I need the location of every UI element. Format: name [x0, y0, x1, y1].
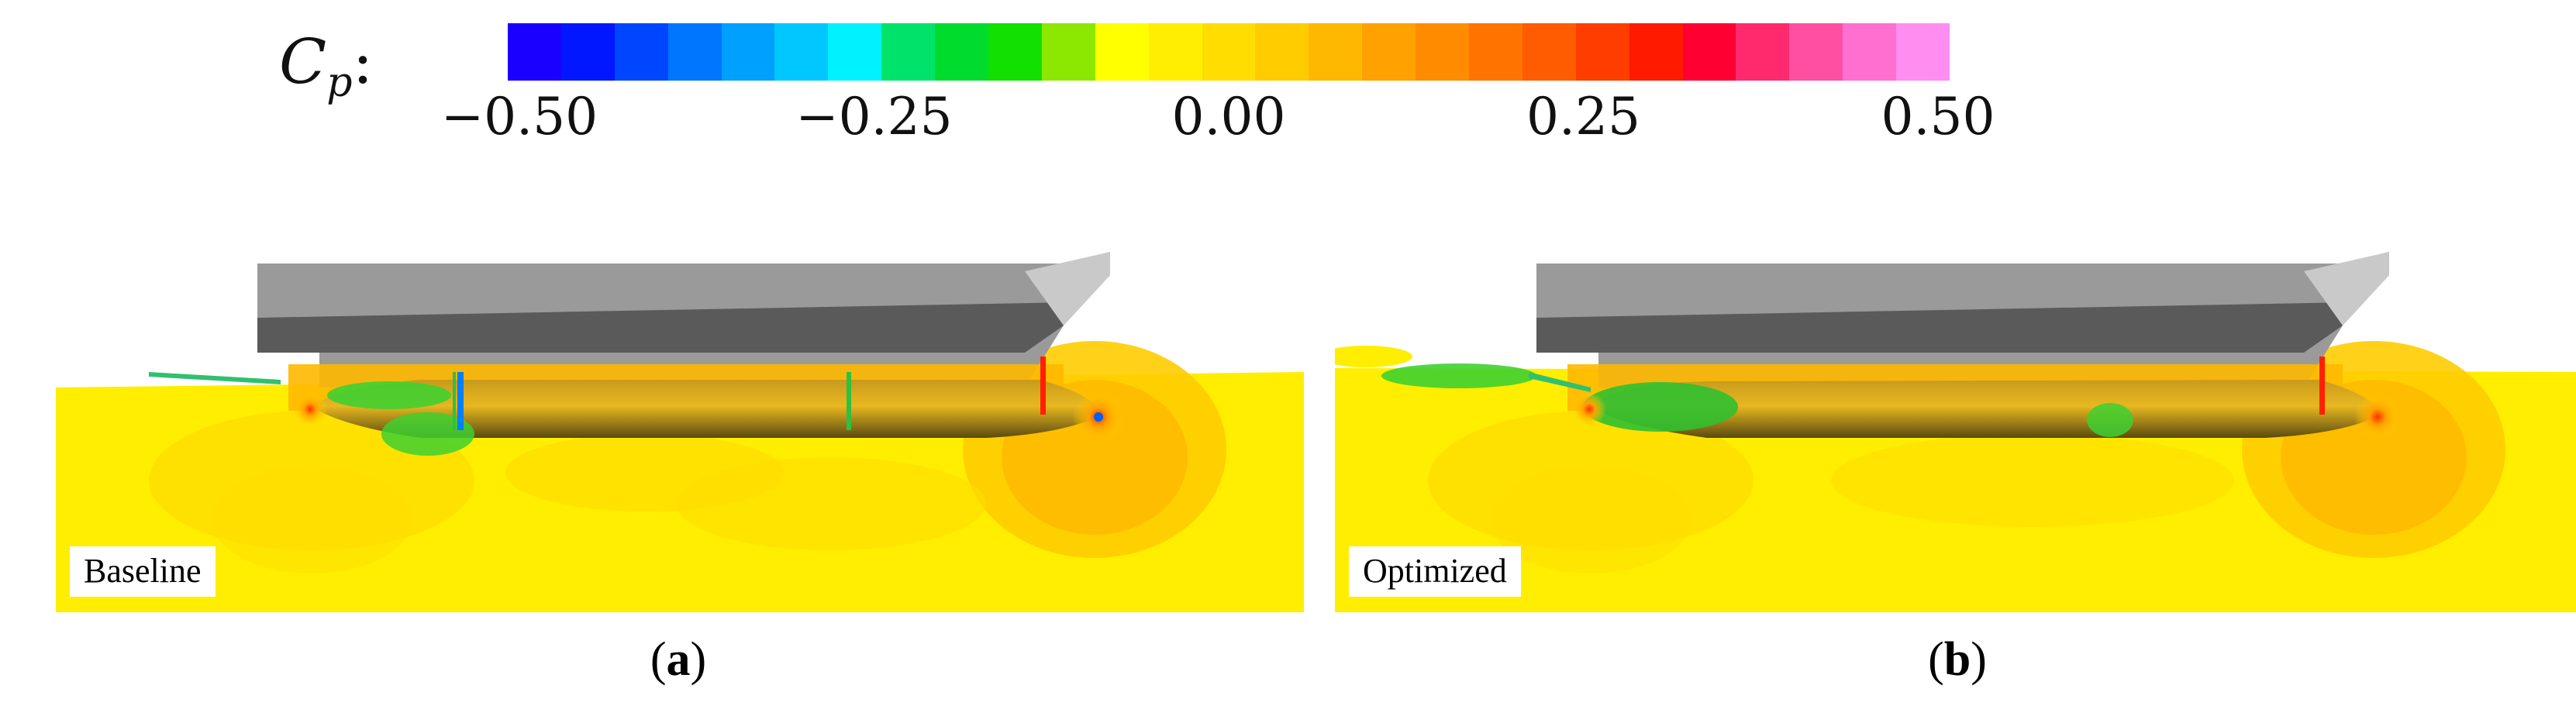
colorbar — [508, 23, 1950, 81]
colorbar-swatch — [1629, 23, 1683, 81]
colorbar-swatch — [1843, 23, 1897, 81]
colorbar-swatch — [1148, 23, 1202, 81]
baseline-pressure-contour — [56, 252, 1304, 612]
colorbar-title: Cp: — [279, 26, 374, 106]
colorbar-swatch — [1041, 23, 1095, 81]
case-label: Optimized — [1349, 546, 1521, 597]
colorbar-swatch — [988, 23, 1042, 81]
colorbar-swatch — [1255, 23, 1309, 81]
colorbar-swatch — [1789, 23, 1843, 81]
colorbar-swatch — [667, 23, 722, 81]
colorbar-tick-label: 0.50 — [1881, 87, 1995, 146]
colorbar-swatch — [721, 23, 775, 81]
colorbar-swatch — [935, 23, 989, 81]
colorbar-swatch — [1522, 23, 1576, 81]
colorbar-tick-label: −0.25 — [795, 87, 953, 146]
caption-a: (a) — [650, 633, 707, 686]
colorbar-tick-label: 0.25 — [1526, 87, 1640, 146]
colorbar-swatch — [1362, 23, 1416, 81]
colorbar-swatch — [560, 23, 615, 81]
case-label: Baseline — [70, 546, 216, 597]
colorbar-swatch — [881, 23, 936, 81]
colorbar-swatch — [774, 23, 829, 81]
colorbar-swatch — [1469, 23, 1522, 81]
colorbar-swatch — [828, 23, 882, 81]
colorbar-swatch — [1202, 23, 1256, 81]
colorbar-swatch — [1309, 23, 1363, 81]
hull-body — [312, 380, 1102, 438]
optimized-pressure-contour — [1335, 252, 2576, 612]
colorbar-swatch — [1736, 23, 1790, 81]
colorbar-tick-label: −0.50 — [440, 87, 598, 146]
colorbar-swatch — [1682, 23, 1736, 81]
colorbar-tick-label: 0.00 — [1171, 87, 1286, 146]
colorbar-swatch — [508, 23, 561, 81]
caption-b: (b) — [1928, 633, 1987, 686]
panel-baseline: Baseline — [56, 240, 1304, 612]
colorbar-swatch — [1896, 23, 1950, 81]
colorbar-swatch — [1575, 23, 1629, 81]
colorbar-swatch — [614, 23, 668, 81]
colorbar-swatch — [1416, 23, 1470, 81]
colorbar-swatch — [1095, 23, 1149, 81]
panel-optimized: Optimized — [1335, 240, 2576, 612]
hull-body — [1591, 380, 2381, 438]
